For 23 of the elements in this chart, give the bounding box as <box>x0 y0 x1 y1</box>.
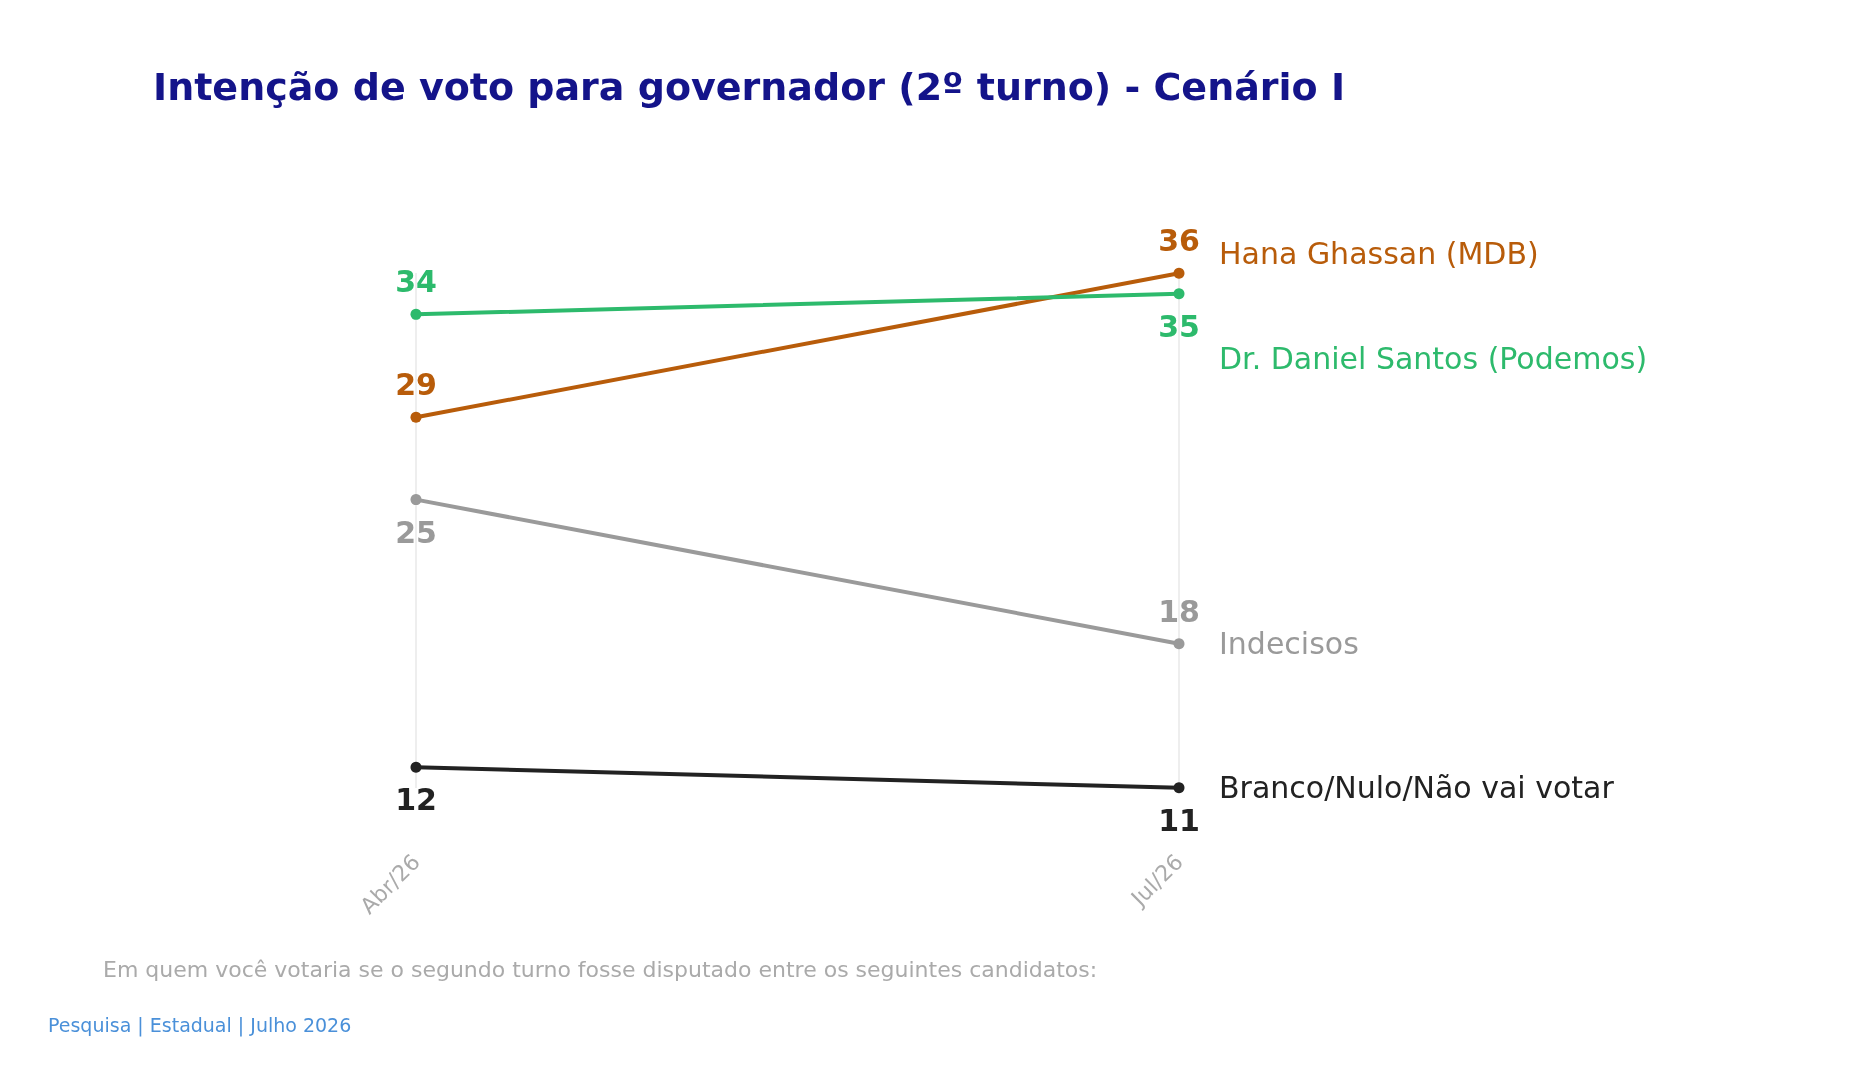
text: Pesquisa | Estadual | Julho 2026 <box>48 1013 352 1037</box>
data-label: 35 <box>1158 308 1200 344</box>
point <box>410 494 422 506</box>
point <box>1173 288 1185 300</box>
point <box>410 308 422 320</box>
chart-title: Intenção de voto para governador (2º turno) - Cenário I <box>153 65 1346 109</box>
series-label: Dr. Daniel Santos (Podemos) <box>1219 341 1648 377</box>
point <box>1173 638 1185 650</box>
series-label: Indecisos <box>1219 626 1359 662</box>
point <box>1173 267 1185 279</box>
series-label: Hana Ghassan (MDB) <box>1219 235 1539 271</box>
data-label: 36 <box>1158 223 1200 259</box>
data-label: 34 <box>395 264 437 300</box>
data-label: 18 <box>1158 593 1200 629</box>
point <box>410 761 422 773</box>
data-label: 29 <box>395 367 437 403</box>
text: Em quem você votaria se o segundo turno fosse disputado entre os seguintes candidatos: <box>103 956 1098 982</box>
series-label: Branco/Nulo/Não vai votar <box>1219 770 1615 806</box>
data-label: 11 <box>1158 802 1200 838</box>
data-label: 25 <box>395 514 437 550</box>
point <box>1173 782 1185 794</box>
data-label: 12 <box>395 782 437 818</box>
point <box>410 411 422 423</box>
